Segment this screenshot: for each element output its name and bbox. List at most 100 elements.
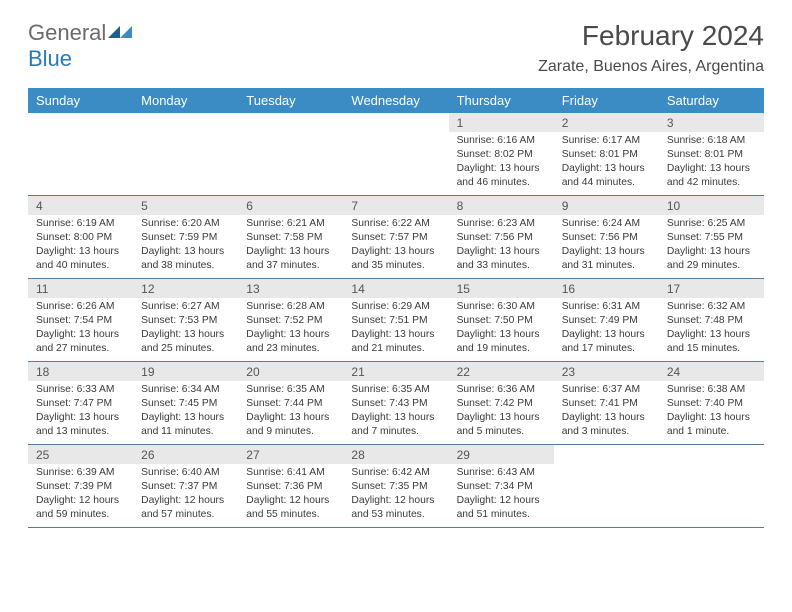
logo: General Blue [28,20,134,72]
calendar-day-cell [238,113,343,196]
day-number: 1 [449,113,554,132]
day-content: Sunrise: 6:41 AMSunset: 7:36 PMDaylight:… [238,464,343,526]
calendar-day-cell: 10Sunrise: 6:25 AMSunset: 7:55 PMDayligh… [659,196,764,279]
calendar-day-cell: 18Sunrise: 6:33 AMSunset: 7:47 PMDayligh… [28,362,133,445]
day-number: 24 [659,362,764,381]
calendar-day-cell: 12Sunrise: 6:27 AMSunset: 7:53 PMDayligh… [133,279,238,362]
calendar-day-cell: 2Sunrise: 6:17 AMSunset: 8:01 PMDaylight… [554,113,659,196]
calendar-week-row: 4Sunrise: 6:19 AMSunset: 8:00 PMDaylight… [28,196,764,279]
day-content: Sunrise: 6:16 AMSunset: 8:02 PMDaylight:… [449,132,554,194]
day-number: 11 [28,279,133,298]
day-content: Sunrise: 6:34 AMSunset: 7:45 PMDaylight:… [133,381,238,443]
calendar-day-cell: 27Sunrise: 6:41 AMSunset: 7:36 PMDayligh… [238,445,343,528]
day-content: Sunrise: 6:20 AMSunset: 7:59 PMDaylight:… [133,215,238,277]
calendar-day-cell: 29Sunrise: 6:43 AMSunset: 7:34 PMDayligh… [449,445,554,528]
calendar-day-cell [133,113,238,196]
day-number: 14 [343,279,448,298]
weekday-header: Thursday [449,88,554,113]
calendar-day-cell: 14Sunrise: 6:29 AMSunset: 7:51 PMDayligh… [343,279,448,362]
calendar-day-cell: 21Sunrise: 6:35 AMSunset: 7:43 PMDayligh… [343,362,448,445]
day-number: 8 [449,196,554,215]
day-content: Sunrise: 6:29 AMSunset: 7:51 PMDaylight:… [343,298,448,360]
calendar-day-cell [28,113,133,196]
calendar-day-cell: 4Sunrise: 6:19 AMSunset: 8:00 PMDaylight… [28,196,133,279]
calendar-day-cell [343,113,448,196]
day-content: Sunrise: 6:40 AMSunset: 7:37 PMDaylight:… [133,464,238,526]
day-number: 18 [28,362,133,381]
day-number: 7 [343,196,448,215]
day-number: 22 [449,362,554,381]
day-number: 21 [343,362,448,381]
weekday-header-row: Sunday Monday Tuesday Wednesday Thursday… [28,88,764,113]
logo-line1: General [28,20,106,45]
logo-line2: Blue [28,46,72,71]
calendar-week-row: 25Sunrise: 6:39 AMSunset: 7:39 PMDayligh… [28,445,764,528]
day-number: 6 [238,196,343,215]
day-content: Sunrise: 6:39 AMSunset: 7:39 PMDaylight:… [28,464,133,526]
day-content: Sunrise: 6:35 AMSunset: 7:43 PMDaylight:… [343,381,448,443]
day-number: 29 [449,445,554,464]
day-content: Sunrise: 6:22 AMSunset: 7:57 PMDaylight:… [343,215,448,277]
day-content: Sunrise: 6:23 AMSunset: 7:56 PMDaylight:… [449,215,554,277]
calendar-table: Sunday Monday Tuesday Wednesday Thursday… [28,88,764,528]
weekday-header: Saturday [659,88,764,113]
day-number: 28 [343,445,448,464]
calendar-week-row: 18Sunrise: 6:33 AMSunset: 7:47 PMDayligh… [28,362,764,445]
calendar-day-cell: 17Sunrise: 6:32 AMSunset: 7:48 PMDayligh… [659,279,764,362]
calendar-day-cell: 15Sunrise: 6:30 AMSunset: 7:50 PMDayligh… [449,279,554,362]
calendar-day-cell: 26Sunrise: 6:40 AMSunset: 7:37 PMDayligh… [133,445,238,528]
calendar-day-cell: 3Sunrise: 6:18 AMSunset: 8:01 PMDaylight… [659,113,764,196]
day-number: 10 [659,196,764,215]
day-number: 16 [554,279,659,298]
day-number: 15 [449,279,554,298]
day-number: 25 [28,445,133,464]
day-content: Sunrise: 6:31 AMSunset: 7:49 PMDaylight:… [554,298,659,360]
day-content: Sunrise: 6:35 AMSunset: 7:44 PMDaylight:… [238,381,343,443]
day-content: Sunrise: 6:30 AMSunset: 7:50 PMDaylight:… [449,298,554,360]
day-number: 19 [133,362,238,381]
day-content: Sunrise: 6:37 AMSunset: 7:41 PMDaylight:… [554,381,659,443]
calendar-week-row: 1Sunrise: 6:16 AMSunset: 8:02 PMDaylight… [28,113,764,196]
day-content: Sunrise: 6:25 AMSunset: 7:55 PMDaylight:… [659,215,764,277]
day-number: 3 [659,113,764,132]
day-number: 12 [133,279,238,298]
calendar-day-cell: 28Sunrise: 6:42 AMSunset: 7:35 PMDayligh… [343,445,448,528]
month-title: February 2024 [538,20,764,52]
calendar-day-cell: 13Sunrise: 6:28 AMSunset: 7:52 PMDayligh… [238,279,343,362]
day-number: 26 [133,445,238,464]
weekday-header: Wednesday [343,88,448,113]
calendar-body: 1Sunrise: 6:16 AMSunset: 8:02 PMDaylight… [28,113,764,528]
day-number: 27 [238,445,343,464]
calendar-day-cell [554,445,659,528]
logo-mark-icon [106,22,134,40]
day-number: 2 [554,113,659,132]
day-content: Sunrise: 6:18 AMSunset: 8:01 PMDaylight:… [659,132,764,194]
day-content: Sunrise: 6:36 AMSunset: 7:42 PMDaylight:… [449,381,554,443]
day-number: 17 [659,279,764,298]
day-number: 5 [133,196,238,215]
day-content: Sunrise: 6:38 AMSunset: 7:40 PMDaylight:… [659,381,764,443]
day-content: Sunrise: 6:32 AMSunset: 7:48 PMDaylight:… [659,298,764,360]
day-number: 23 [554,362,659,381]
day-number: 20 [238,362,343,381]
calendar-day-cell: 5Sunrise: 6:20 AMSunset: 7:59 PMDaylight… [133,196,238,279]
day-content: Sunrise: 6:28 AMSunset: 7:52 PMDaylight:… [238,298,343,360]
day-content: Sunrise: 6:43 AMSunset: 7:34 PMDaylight:… [449,464,554,526]
calendar-day-cell: 19Sunrise: 6:34 AMSunset: 7:45 PMDayligh… [133,362,238,445]
calendar-day-cell: 25Sunrise: 6:39 AMSunset: 7:39 PMDayligh… [28,445,133,528]
title-block: February 2024 Zarate, Buenos Aires, Arge… [538,20,764,76]
calendar-week-row: 11Sunrise: 6:26 AMSunset: 7:54 PMDayligh… [28,279,764,362]
calendar-day-cell: 11Sunrise: 6:26 AMSunset: 7:54 PMDayligh… [28,279,133,362]
calendar-page: General Blue February 2024 Zarate, Bueno… [0,0,792,548]
calendar-day-cell: 7Sunrise: 6:22 AMSunset: 7:57 PMDaylight… [343,196,448,279]
day-number: 4 [28,196,133,215]
weekday-header: Friday [554,88,659,113]
calendar-day-cell [659,445,764,528]
weekday-header: Monday [133,88,238,113]
calendar-day-cell: 24Sunrise: 6:38 AMSunset: 7:40 PMDayligh… [659,362,764,445]
day-content: Sunrise: 6:24 AMSunset: 7:56 PMDaylight:… [554,215,659,277]
day-content: Sunrise: 6:27 AMSunset: 7:53 PMDaylight:… [133,298,238,360]
logo-text: General Blue [28,20,134,72]
day-content: Sunrise: 6:42 AMSunset: 7:35 PMDaylight:… [343,464,448,526]
calendar-day-cell: 20Sunrise: 6:35 AMSunset: 7:44 PMDayligh… [238,362,343,445]
